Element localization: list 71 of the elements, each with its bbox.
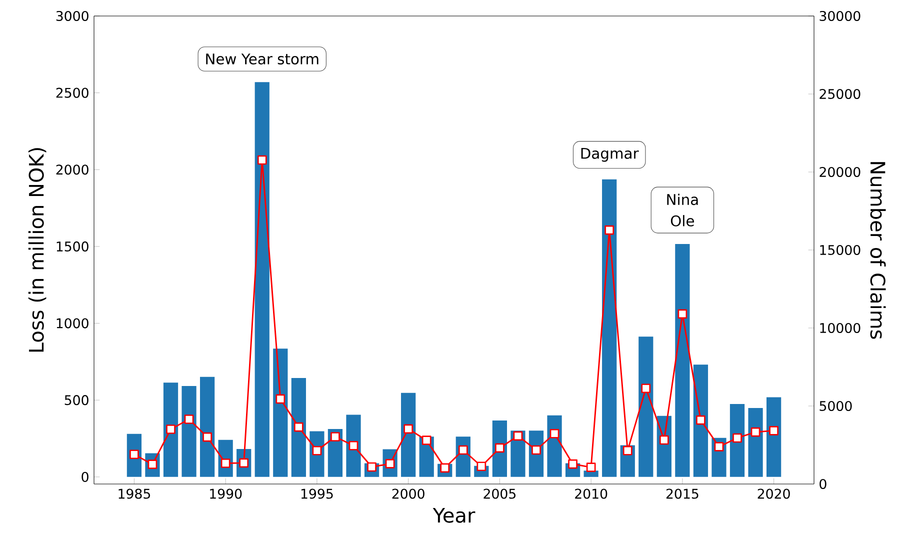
point — [422, 436, 432, 445]
x-tick-label: 2000 — [392, 488, 424, 499]
annotation: Dagmar — [581, 148, 639, 162]
point — [732, 433, 742, 443]
bar — [254, 82, 270, 477]
point — [769, 426, 778, 436]
point — [568, 459, 578, 469]
bar — [182, 386, 196, 477]
point — [622, 446, 632, 456]
y-tick-label: 0 — [82, 472, 88, 482]
annotation: New Year storm — [206, 54, 318, 64]
bar — [675, 244, 690, 477]
point — [532, 445, 541, 455]
y-tick-label: 500 — [64, 395, 88, 406]
bar — [748, 408, 763, 477]
bar — [602, 179, 617, 477]
y2-tick-label: 0 — [820, 478, 826, 490]
bar — [291, 378, 306, 477]
point — [586, 462, 596, 472]
bar — [730, 404, 745, 477]
point — [312, 446, 322, 456]
bar — [273, 348, 288, 477]
bar — [766, 397, 782, 477]
x-tick-label: 1995 — [301, 488, 333, 499]
point — [750, 427, 760, 437]
point — [696, 415, 706, 425]
point — [184, 414, 194, 424]
point — [202, 432, 212, 442]
y-tick-label: 3000 — [56, 10, 88, 22]
y-tick-label: 1500 — [56, 241, 88, 252]
point — [276, 394, 286, 404]
x-tick-label: 1990 — [210, 488, 242, 499]
bar — [693, 364, 708, 477]
x-tick-label: 2020 — [758, 488, 790, 499]
point — [714, 442, 724, 452]
bar — [401, 392, 416, 477]
y2-tick-label: 15000 — [820, 244, 860, 256]
y2-tick-label: 30000 — [820, 10, 860, 22]
point — [404, 424, 413, 434]
point — [659, 435, 669, 445]
point — [550, 428, 560, 438]
y2-axis-title: Number of Claims — [870, 162, 886, 339]
x-tick-label: 2005 — [484, 488, 516, 499]
bar — [163, 382, 178, 477]
point — [604, 225, 614, 235]
y-axis-title: Loss (in million NOK) — [28, 148, 46, 352]
x-tick-label: 2010 — [575, 488, 608, 499]
point — [294, 422, 304, 432]
bar — [638, 336, 654, 477]
x-tick-label: 1985 — [118, 488, 150, 499]
point — [330, 432, 340, 442]
y2-tick-label: 20000 — [820, 166, 860, 178]
y2-tick-label: 5000 — [820, 400, 852, 412]
point — [458, 445, 468, 455]
bar — [200, 376, 215, 477]
point — [130, 450, 139, 460]
point — [641, 384, 651, 394]
y2-tick-label: 25000 — [820, 88, 860, 100]
x-tick-label: 2015 — [666, 488, 698, 499]
point — [348, 440, 358, 450]
y2-tick-label: 10000 — [820, 322, 860, 334]
point — [495, 443, 504, 453]
y-tick-label: 2500 — [56, 88, 88, 98]
y-tick-label: 1000 — [56, 318, 88, 328]
point — [166, 424, 176, 434]
annotation: Nina Ole — [667, 194, 698, 226]
x-axis-title: Year — [432, 508, 476, 523]
point — [257, 155, 267, 165]
point — [513, 431, 523, 441]
y-tick-label: 2000 — [56, 164, 88, 175]
point — [678, 309, 688, 319]
